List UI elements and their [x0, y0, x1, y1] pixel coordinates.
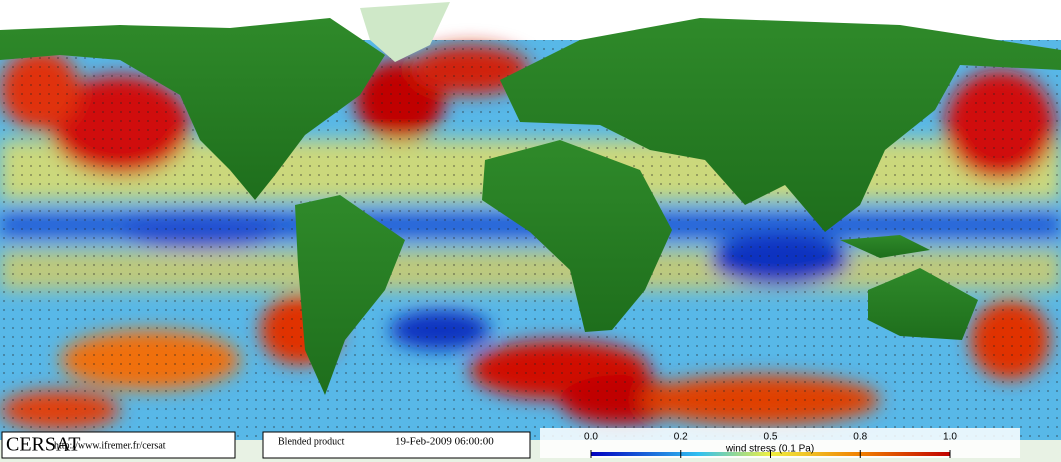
- product: Blended product: [278, 436, 345, 447]
- logo: CERSAT: [6, 434, 80, 456]
- timestamp: 19-Feb-2009 06:00:00: [395, 436, 494, 448]
- colorbar-tick-label: 0.0: [584, 432, 598, 443]
- colorbar-title: wind stress (0.1 Pa): [725, 444, 814, 455]
- colorbar-tick-label: 0.2: [674, 432, 688, 443]
- product-box: [262, 431, 531, 459]
- info-box: [1, 431, 236, 459]
- legend-bar: CERSAT http://www.ifremer.fr/cersat Blen…: [1, 428, 1020, 459]
- url: http://www.ifremer.fr/cersat: [54, 440, 166, 451]
- colorbar-tick-label: 0.5: [764, 432, 778, 443]
- colorbar-tick-label: 1.0: [943, 432, 957, 443]
- colorbar-tick-label: 0.8: [853, 432, 867, 443]
